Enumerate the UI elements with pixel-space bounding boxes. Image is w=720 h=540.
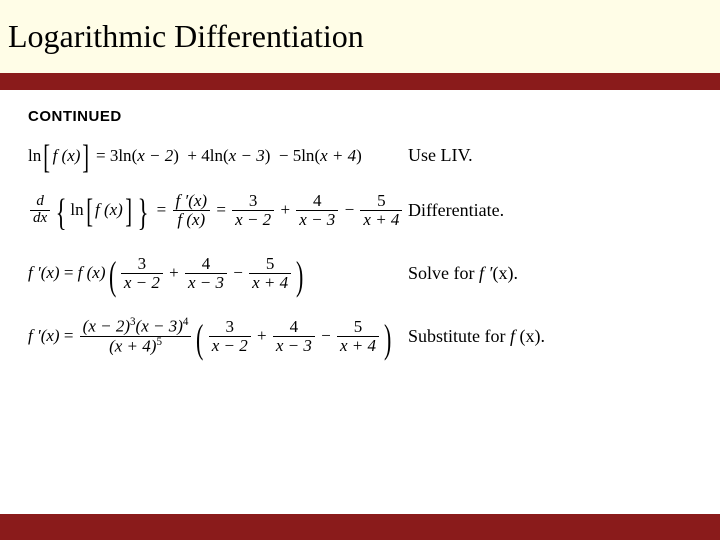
num: 3	[232, 192, 274, 210]
step-note: Substitute for f (x).	[408, 326, 545, 347]
num: 5	[337, 318, 379, 336]
equation: d dx { ln [ f (x) ] } = f ′(x) f (x) = 3…	[28, 192, 408, 229]
fraction: 4 x − 3	[185, 255, 227, 292]
arg: x − 2	[137, 146, 173, 166]
fraction: 5 x + 4	[249, 255, 291, 292]
equation-row: f ′(x) = f (x) ( 3 x − 2 + 4 x − 3 − 5 x…	[28, 255, 692, 292]
step-note: Use LIV.	[408, 145, 473, 166]
ln-label: ln	[70, 200, 83, 220]
fraction: 5 x + 4	[337, 318, 379, 355]
fraction: 3 x − 2	[121, 255, 163, 292]
equation-row: f ′(x) = (x − 2)3(x − 3)4 (x + 4)5 ( 3 x…	[28, 317, 692, 355]
den: x − 3	[188, 273, 224, 292]
ln-label: ln	[118, 146, 131, 166]
fraction: f ′(x) f (x)	[173, 192, 211, 229]
fraction: 3 x − 2	[209, 318, 251, 355]
note-sym: f ′	[479, 263, 492, 283]
note-arg: (x).	[520, 326, 546, 346]
equals: =	[152, 200, 170, 220]
ddx-icon: d dx	[30, 194, 50, 227]
step-note: Differentiate.	[408, 200, 504, 221]
equation: f ′(x) = f (x) ( 3 x − 2 + 4 x − 3 − 5 x…	[28, 255, 408, 292]
den: f (x)	[177, 210, 205, 229]
num: 4	[185, 255, 227, 273]
num: 4	[273, 318, 315, 336]
fprime-of-x: f ′(x)	[28, 263, 60, 283]
den: x + 4	[340, 336, 376, 355]
f-of-x: f (x)	[95, 200, 123, 220]
note-arg: (x).	[492, 263, 518, 283]
exp: 5	[156, 336, 162, 348]
note-text: Solve for	[408, 263, 479, 283]
d: d	[36, 193, 44, 209]
dx: dx	[33, 210, 47, 226]
factor: (x − 2)	[83, 317, 130, 336]
term: 4	[201, 146, 210, 166]
step-note: Solve for f ′(x).	[408, 263, 518, 284]
fprime-of-x: f ′(x)	[28, 326, 60, 346]
fraction: 4 x − 3	[273, 318, 315, 355]
num: 3	[121, 255, 163, 273]
den: x − 2	[124, 273, 160, 292]
equals: =	[212, 200, 230, 220]
num: 5	[249, 255, 291, 273]
fraction: 3 x − 2	[232, 192, 274, 229]
equals: =	[60, 326, 78, 346]
content-area: CONTINUED ln [ f (x) ] = 3 ln (x − 2) + …	[0, 90, 720, 355]
f-of-x: f (x)	[78, 263, 106, 283]
ln-label: ln	[210, 146, 223, 166]
num: 4	[296, 192, 338, 210]
note-text: Substitute for	[408, 326, 510, 346]
equation-row: ln [ f (x) ] = 3 ln (x − 2) + 4 ln (x − …	[28, 145, 692, 166]
den: x − 3	[276, 336, 312, 355]
factor: (x + 4)	[109, 337, 156, 356]
fraction: 4 x − 3	[296, 192, 338, 229]
accent-bar-bottom	[0, 514, 720, 540]
fraction: (x − 2)3(x − 3)4 (x + 4)5	[80, 317, 192, 355]
term: 5	[293, 146, 302, 166]
arg: x + 4	[320, 146, 356, 166]
accent-bar-top	[0, 74, 720, 90]
equals: =	[92, 146, 110, 166]
page-title: Logarithmic Differentiation	[8, 18, 364, 55]
den: x − 3	[299, 210, 335, 229]
equals: =	[60, 263, 78, 283]
continued-label: CONTINUED	[28, 108, 692, 125]
fraction: 5 x + 4	[360, 192, 402, 229]
num: 5	[360, 192, 402, 210]
den: x + 4	[363, 210, 399, 229]
factor: (x − 3)	[136, 317, 183, 336]
equation-rows: ln [ f (x) ] = 3 ln (x − 2) + 4 ln (x − …	[28, 145, 692, 355]
equation: f ′(x) = (x − 2)3(x − 3)4 (x + 4)5 ( 3 x…	[28, 317, 408, 355]
equation-row: d dx { ln [ f (x) ] } = f ′(x) f (x) = 3…	[28, 192, 692, 229]
term: 3	[110, 146, 119, 166]
num: 3	[209, 318, 251, 336]
note-sym: f	[510, 326, 520, 346]
exp: 4	[183, 316, 189, 328]
den: x + 4	[252, 273, 288, 292]
num: f ′(x)	[176, 191, 208, 210]
ln-label: ln	[301, 146, 314, 166]
header-band: Logarithmic Differentiation	[0, 0, 720, 74]
equation: ln [ f (x) ] = 3 ln (x − 2) + 4 ln (x − …	[28, 146, 408, 166]
arg: x − 3	[229, 146, 265, 166]
den: x − 2	[235, 210, 271, 229]
den: x − 2	[212, 336, 248, 355]
ln-label: ln	[28, 146, 41, 166]
f-of-x: f (x)	[53, 146, 81, 166]
